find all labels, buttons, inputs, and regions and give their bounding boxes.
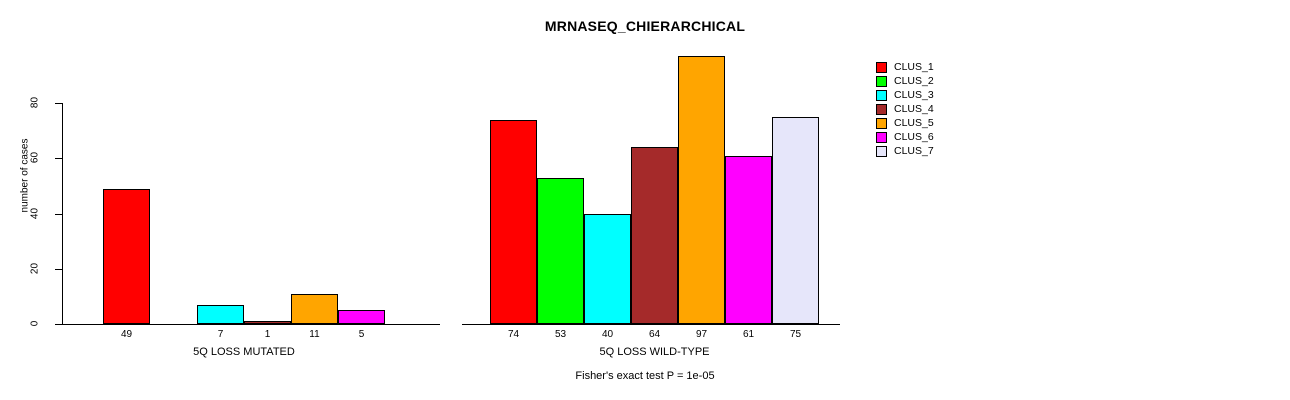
legend-swatch-clus_6 [876,131,887,143]
bar-clus_7 [772,116,819,324]
bar-clus_2 [537,177,584,324]
legend-item: CLUS_1 [876,60,934,74]
legend-item: CLUS_7 [876,144,934,158]
x-axis-line [462,324,840,325]
legend-item: CLUS_2 [876,74,934,88]
bar-value-label: 40 [601,329,614,340]
bar-value-label: 64 [648,329,661,340]
legend-label: CLUS_3 [894,89,934,101]
y-axis-tick-mark [55,103,62,104]
legend-swatch-clus_3 [876,89,887,101]
legend-label: CLUS_7 [894,145,934,157]
chart-title: MRNASEQ_CHIERARCHICAL [544,18,746,34]
y-axis-tick-mark [55,324,62,325]
bar-series [490,56,819,324]
y-axis-tick-mark [55,268,62,270]
chart-legend: CLUS_1 CLUS_2 CLUS_3 CLUS_4 CLUS_5 CLUS_6 CLUS… [876,60,934,158]
y-axis-tick-mark [55,158,62,160]
y-axis-tick-label: 20 [29,262,41,274]
legend-item: CLUS_3 [876,88,934,102]
bar-clus_4 [244,321,291,324]
bar-value-labels: 49 7 1 11 5 [103,329,385,340]
bar-clus_5 [678,56,725,324]
x-axis-line [62,324,440,325]
legend-swatch-clus_7 [876,145,887,157]
bar-value-label [150,329,197,340]
bar-clus_6 [725,155,772,324]
bar-clus_3 [584,213,631,324]
bar-clus_5 [291,293,338,324]
x-axis-group-label: 5Q LOSS MUTATED [193,346,295,358]
y-axis-line [62,103,63,324]
bar-series [103,188,385,324]
y-axis-tick-label: 60 [29,152,41,164]
legend-item: CLUS_5 [876,116,934,130]
legend-swatch-clus_5 [876,117,887,129]
bar-value-label: 75 [789,329,802,340]
legend-label: CLUS_1 [894,61,934,73]
legend-item: CLUS_4 [876,102,934,116]
y-axis-tick-label: 0 [29,320,41,327]
bar-value-label: 61 [742,329,755,340]
bar-value-label: 11 [309,329,320,340]
bar-value-label: 1 [264,329,271,340]
bar-clus_6 [338,310,385,324]
y-axis-tick-label: 40 [29,207,41,219]
legend-label: CLUS_4 [894,103,934,115]
bar-clus_1 [103,188,150,324]
bar-value-label: 49 [120,329,133,340]
chart-caption: Fisher's exact test P = 1e-05 [575,370,715,382]
x-axis-group-label: 5Q LOSS WILD-TYPE [599,346,710,358]
bar-clus_3 [197,304,244,324]
bar-value-label: 7 [217,329,224,340]
bar-value-labels: 74 53 40 64 97 61 75 [490,329,819,340]
bar-value-label: 97 [695,329,708,340]
y-axis-tick-label: 80 [29,96,41,109]
bar-clus_4 [631,147,678,324]
legend-label: CLUS_5 [894,117,934,129]
legend-item: CLUS_6 [876,130,934,144]
bar-clus_1 [490,119,537,324]
legend-label: CLUS_6 [894,131,934,143]
y-axis-tick-mark [55,213,62,215]
legend-label: CLUS_2 [894,75,934,87]
bar-value-label: 53 [554,329,567,340]
legend-swatch-clus_1 [876,61,887,73]
bar-value-label: 74 [507,329,520,340]
bar-value-label: 5 [358,329,365,340]
legend-swatch-clus_4 [876,103,887,115]
legend-swatch-clus_2 [876,75,887,87]
